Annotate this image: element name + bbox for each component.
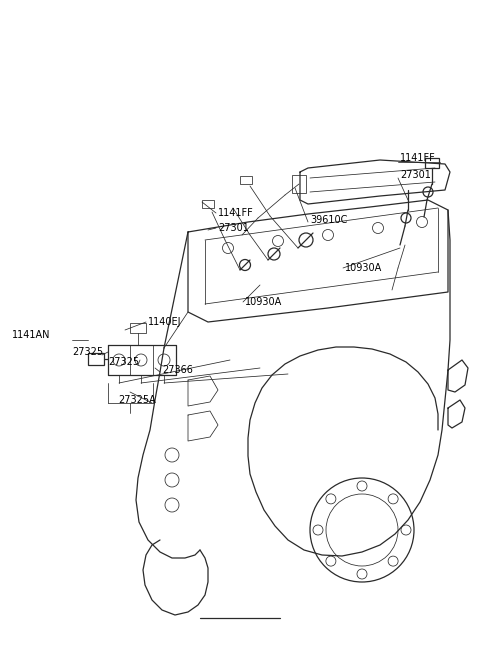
Text: 27301: 27301 — [400, 170, 431, 180]
Text: 1140EJ: 1140EJ — [148, 317, 181, 327]
Text: 1141FF: 1141FF — [218, 208, 254, 218]
Text: 10930A: 10930A — [345, 263, 382, 273]
Text: 1141FF: 1141FF — [400, 153, 436, 163]
Text: 27301: 27301 — [218, 223, 249, 233]
Text: 27325: 27325 — [72, 347, 103, 357]
Text: 39610C: 39610C — [310, 215, 348, 225]
Text: 27325A: 27325A — [118, 395, 156, 405]
Text: 27325: 27325 — [108, 357, 139, 367]
Text: 1141AN: 1141AN — [12, 330, 50, 340]
Text: 10930A: 10930A — [245, 297, 282, 307]
Text: 27366: 27366 — [162, 365, 193, 375]
